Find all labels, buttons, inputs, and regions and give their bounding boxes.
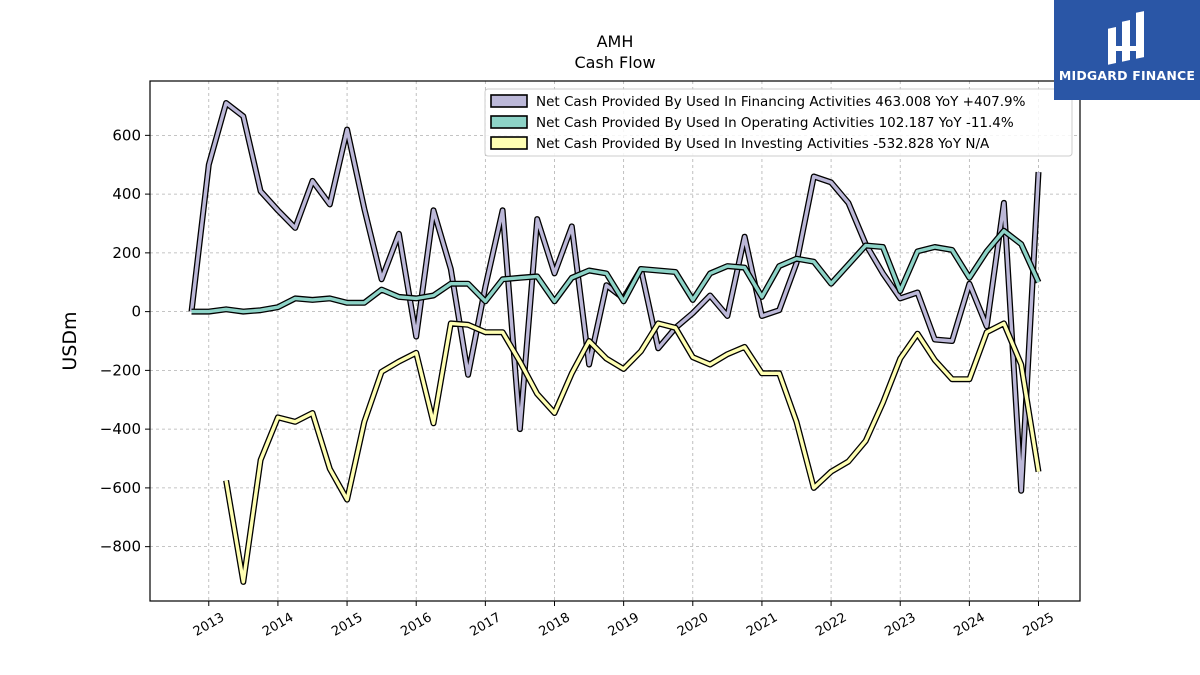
- x-tick-label: 2015: [329, 610, 365, 640]
- legend-entry: Net Cash Provided By Used In Investing A…: [536, 136, 990, 152]
- midgard-finance-logo: MIDGARD FINANCE: [1054, 0, 1200, 100]
- y-tick-label: −600: [100, 479, 141, 497]
- legend-swatch: [490, 115, 528, 129]
- x-tick-label: 2013: [191, 610, 227, 640]
- legend-entry: Net Cash Provided By Used In Operating A…: [536, 115, 1014, 131]
- y-tick-label: 0: [131, 303, 141, 321]
- x-tick-label: 2014: [260, 610, 296, 640]
- y-tick-label: 600: [112, 126, 141, 144]
- x-tick-label: 2023: [882, 610, 918, 640]
- x-tick-label: 2018: [537, 610, 573, 640]
- logo-mark-icon: [1108, 11, 1144, 65]
- x-tick-label: 2017: [468, 610, 504, 640]
- legend-swatch: [490, 94, 528, 108]
- logo-text: MIDGARD FINANCE: [1058, 68, 1196, 83]
- legend: Net Cash Provided By Used In Financing A…: [484, 88, 1073, 157]
- legend-entry: Net Cash Provided By Used In Financing A…: [536, 94, 1026, 110]
- x-tick-label: 2016: [398, 610, 434, 640]
- x-tick-label: 2020: [675, 610, 711, 640]
- legend-box: [484, 88, 1073, 157]
- series-lines: [188, 100, 1042, 585]
- series-3: [223, 320, 1042, 585]
- y-tick-label: 400: [112, 185, 141, 203]
- y-tick-label: −200: [100, 361, 141, 379]
- y-tick-label: −400: [100, 420, 141, 438]
- y-tick-label: −800: [100, 538, 141, 556]
- legend-swatch: [490, 136, 528, 150]
- x-tick-label: 2019: [606, 610, 642, 640]
- x-axis: 2013 2014 2015 2016 2017 2018 2019 2020 2021 2022…: [191, 601, 1057, 640]
- y-axis-label: USDm: [59, 311, 81, 370]
- series-2: [191, 227, 1042, 315]
- y-tick-label: 200: [112, 244, 141, 262]
- x-tick-label: 2024: [952, 610, 988, 640]
- chart-title: AMH: [597, 32, 634, 51]
- series-3-line: [224, 321, 1041, 584]
- chart-subtitle: Cash Flow: [574, 53, 655, 72]
- series-2-line: [191, 229, 1041, 314]
- x-tick-label: 2022: [813, 610, 849, 640]
- y-axis: −800 −600 −400 −200 0 200 400 600: [100, 126, 150, 556]
- x-tick-label: 2021: [744, 610, 780, 640]
- plot-frame: [149, 80, 1081, 602]
- x-tick-label: 2025: [1021, 610, 1057, 640]
